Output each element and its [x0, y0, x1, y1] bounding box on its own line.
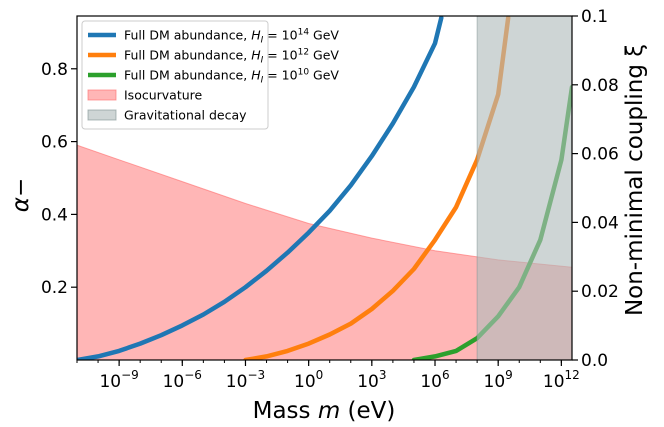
y-left-tick-label: 0.6: [41, 133, 68, 153]
series-line-dm-hi-14: [77, 16, 444, 360]
plot-clip-group: [77, 16, 572, 360]
y-axis-left-label: α−: [8, 178, 34, 212]
x-tick-label: 1012: [543, 368, 580, 392]
y-right-tick-label: 0.1: [581, 7, 608, 27]
y-right-tick-label: 0.04: [581, 213, 619, 233]
x-tick-label: 10−6: [163, 368, 202, 392]
x-tick-label: 109: [484, 368, 513, 392]
y-right-tick-label: 0.06: [581, 145, 619, 165]
y-right-tick-label: 0.02: [581, 282, 619, 302]
y-right-tick-label: 0.0: [581, 351, 608, 371]
x-tick-label: 10−3: [226, 368, 265, 392]
legend-label-dm-hi-10: Full DM abundance, HI = 1010 GeV: [124, 68, 339, 86]
y-axis-right-label: Non-minimal coupling ξ: [622, 44, 648, 316]
legend-box: [81, 20, 269, 130]
series-line-dm-hi-12: [243, 16, 511, 360]
gravitational-decay-band: [476, 16, 572, 360]
y-right-tick-label: 0.08: [581, 76, 619, 96]
legend-swatch-gravitational-decay: [87, 109, 117, 121]
x-tick-label: 103: [357, 368, 386, 392]
x-axis-label: Mass m (eV): [253, 398, 396, 424]
legend-label-gravitational-decay: Gravitational decay: [124, 108, 247, 123]
y-left-tick-label: 0.4: [41, 205, 68, 225]
y-left-tick-label: 0.8: [41, 60, 68, 80]
plot-area: [77, 16, 572, 360]
x-tick-label: 106: [420, 368, 449, 392]
legend-label-dm-hi-14: Full DM abundance, HI = 1014 GeV: [124, 28, 339, 46]
legend-swatch-isocurvature: [87, 89, 117, 101]
x-tick-label: 100: [294, 368, 323, 392]
legend: Full DM abundance, HI = 1014 GeV Full DM …: [81, 20, 339, 130]
y-left-tick-label: 0.2: [41, 278, 68, 298]
legend-label-dm-hi-12: Full DM abundance, HI = 1012 GeV: [124, 48, 339, 66]
isocurvature-area: [77, 144, 572, 360]
legend-label-isocurvature: Isocurvature: [124, 88, 203, 103]
plot-frame: [76, 15, 573, 361]
x-tick-label: 10−9: [99, 368, 138, 392]
axes: 10−9 10−6 10−3 100 103 106 109 1012 0.2 0.4 0.6 0.8…: [41, 7, 619, 392]
